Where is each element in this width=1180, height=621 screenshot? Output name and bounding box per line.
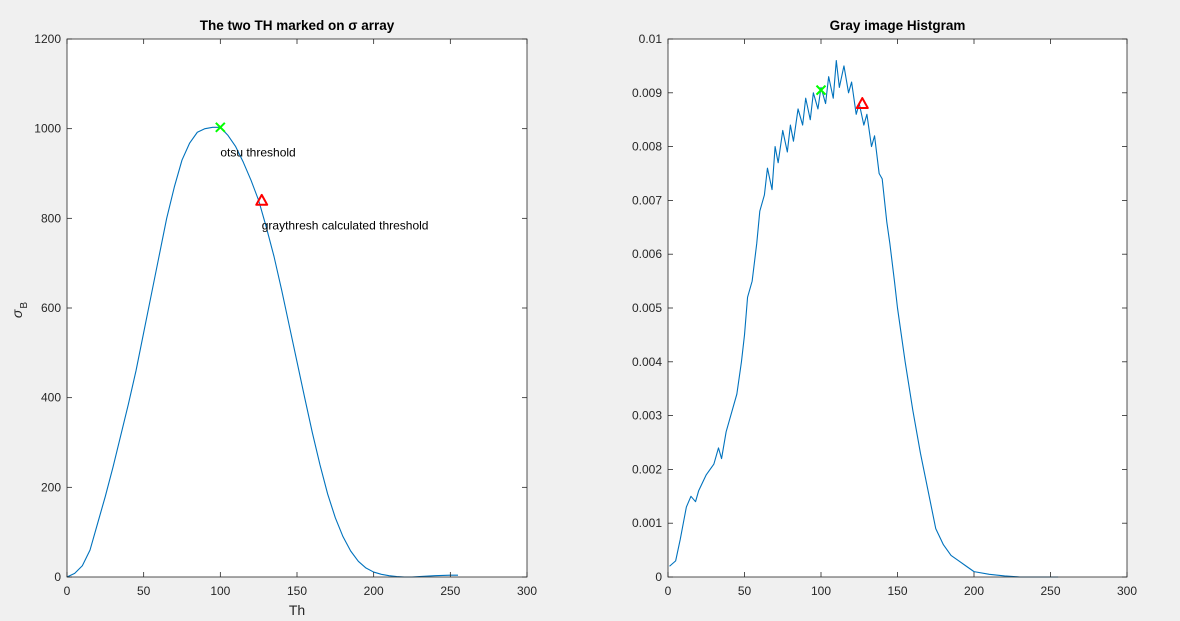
graythresh-marker [855, 97, 869, 109]
y-tick-label: 0 [655, 570, 662, 584]
x-tick-label: 100 [811, 584, 831, 598]
x-tick-label: 0 [665, 584, 672, 598]
series-line [669, 59, 1059, 578]
marker-stroke [215, 122, 226, 133]
x-axis-label: Th [289, 602, 305, 618]
chart-2: 0 50 100 150 200 250 300 0 0.001 0.002 0.003 0.004 0… [632, 18, 1137, 598]
x-tick-label: 200 [964, 584, 984, 598]
x-tick-label: 200 [364, 584, 384, 598]
chart-1: 0 50 100 150 200 250 300 0 200 400 600 800 1000 1200 T… [9, 18, 537, 618]
marker-annotation: otsu threshold [220, 145, 295, 159]
y-tick-label: 600 [41, 301, 61, 315]
series-line [66, 126, 458, 578]
y-tick-label: 0.007 [632, 193, 662, 207]
y-tick-label: 0.001 [632, 516, 662, 530]
y-axis-label-subscript: B [19, 302, 30, 309]
marker-annotation: graythresh calculated threshold [262, 218, 429, 232]
y-tick-label: 400 [41, 391, 61, 405]
x-tick-label: 100 [210, 584, 230, 598]
x-tick-label: 0 [64, 584, 71, 598]
y-tick-label: 0.004 [632, 355, 662, 369]
x-tick-label: 150 [287, 584, 307, 598]
y-tick-label: 0.005 [632, 301, 662, 315]
y-tick-label: 0.008 [632, 140, 662, 154]
x-tick-label: 250 [1040, 584, 1060, 598]
y-axis-label: σB [9, 302, 30, 318]
y-tick-label: 0.006 [632, 247, 662, 261]
chart-title: Gray image Histgram [830, 18, 966, 33]
x-tick-label: 50 [137, 584, 151, 598]
y-tick-label: 200 [41, 480, 61, 494]
x-tick-label: 300 [517, 584, 537, 598]
y-tick-label: 0.002 [632, 462, 662, 476]
y-tick-label: 1200 [34, 32, 61, 46]
y-tick-label: 800 [41, 211, 61, 225]
y-tick-label: 0.003 [632, 409, 662, 423]
y-tick-label: 1000 [34, 122, 61, 136]
otsu-marker [215, 122, 226, 133]
x-tick-label: 300 [1117, 584, 1137, 598]
y-tick-label: 0.01 [639, 32, 663, 46]
x-tick-label: 50 [738, 584, 752, 598]
chart-title: The two TH marked on σ array [200, 18, 395, 33]
graythresh-marker [255, 193, 269, 206]
x-tick-label: 150 [887, 584, 907, 598]
x-tick-label: 250 [440, 584, 460, 598]
y-tick-label: 0 [54, 570, 61, 584]
plot-area [67, 39, 527, 577]
otsu-marker [815, 84, 827, 96]
marker-stroke [815, 84, 827, 96]
y-tick-label: 0.009 [632, 86, 662, 100]
